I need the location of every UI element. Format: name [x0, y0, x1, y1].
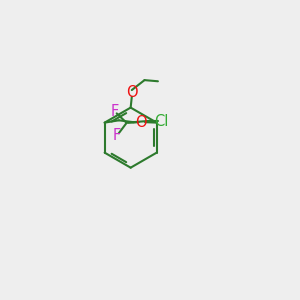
Text: O: O [126, 85, 138, 100]
Text: F: F [113, 128, 121, 143]
Text: O: O [135, 115, 147, 130]
Text: F: F [110, 104, 118, 119]
Text: Cl: Cl [154, 113, 169, 128]
